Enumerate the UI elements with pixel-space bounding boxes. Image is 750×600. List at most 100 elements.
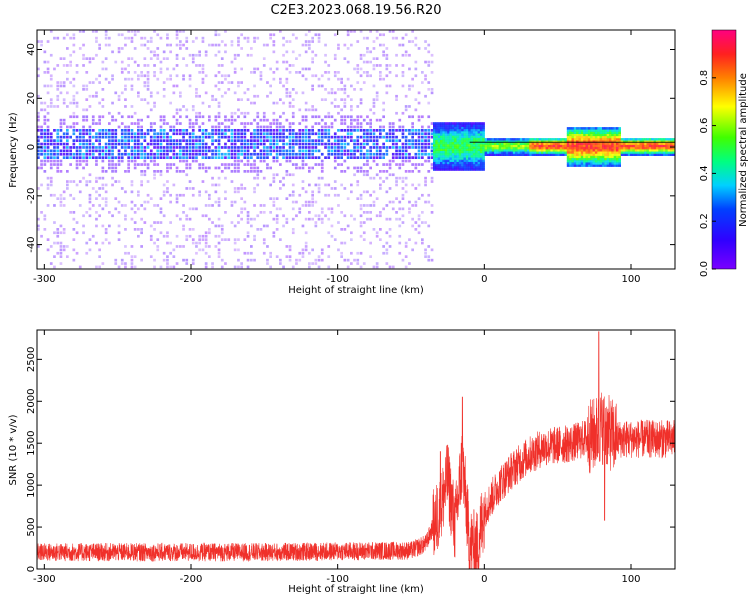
spectrogram-cell	[220, 163, 224, 166]
spectrogram-cell	[156, 142, 160, 146]
spectrogram-cell	[359, 149, 363, 153]
spectrogram-cell	[401, 159, 405, 163]
spectrogram-cell	[566, 133, 570, 137]
spectrogram-cell	[559, 153, 563, 156]
spectrogram-cell	[314, 146, 318, 149]
spectrogram-cell	[98, 156, 101, 159]
spectrogram-cell	[451, 137, 455, 141]
spectrogram-cell	[191, 207, 195, 211]
spectrogram-cell	[449, 168, 452, 171]
spectrogram-cell	[201, 64, 205, 67]
spectrogram-cell	[634, 138, 638, 141]
spectrogram-cell	[140, 173, 143, 177]
spectrogram-cell	[421, 71, 424, 74]
spectrogram-cell	[66, 71, 69, 74]
spectrogram-cell	[398, 200, 402, 204]
spectrogram-cell	[324, 132, 327, 136]
spectrogram-cell	[526, 151, 530, 154]
spectrogram-cell	[240, 197, 243, 200]
spectrogram-cells	[37, 30, 675, 269]
spectrogram-cell	[557, 144, 560, 148]
spectrogram-cell	[153, 159, 156, 163]
spectrogram-cell	[369, 166, 372, 170]
spectrogram-xtick-label: -200	[180, 274, 203, 285]
spectrogram-cell	[237, 221, 240, 224]
spectrogram-cell	[127, 30, 130, 33]
spectrogram-cell	[211, 176, 214, 180]
spectrogram-cell	[604, 149, 607, 152]
spectrogram-cell	[435, 126, 438, 130]
spectrogram-cell	[49, 163, 53, 166]
spectrogram-cell	[130, 40, 134, 43]
spectrogram-cell	[540, 140, 544, 143]
spectrogram-cell	[576, 127, 579, 130]
spectrogram-cell	[634, 151, 638, 154]
spectrogram-cell	[599, 140, 603, 143]
spectrogram-cell	[288, 132, 292, 136]
spectrogram-cell	[444, 146, 448, 149]
spectrogram-cell	[204, 135, 208, 139]
spectrogram-cell	[317, 129, 321, 132]
spectrogram-cell	[458, 133, 462, 136]
spectrogram-cell	[40, 159, 43, 163]
spectrogram-cell	[317, 40, 321, 43]
spectrogram-cell	[143, 132, 147, 136]
spectrogram-cell	[185, 234, 189, 238]
spectrogram-cell	[385, 132, 389, 136]
spectrogram-cell	[337, 43, 340, 47]
spectrogram-cell	[237, 258, 240, 262]
spectrogram-xlabel: Height of straight line (km)	[288, 285, 424, 296]
spectrogram-cell	[440, 122, 443, 125]
spectrogram-cell	[266, 149, 269, 153]
spectrogram-cell	[324, 156, 327, 159]
spectrogram-cell	[414, 67, 418, 71]
spectrogram-cell	[327, 139, 331, 142]
spectrogram-cell	[220, 258, 224, 262]
spectrogram-ytick-label: 0	[26, 144, 37, 150]
spectrogram-cell	[543, 146, 546, 150]
spectrogram-cell	[149, 224, 153, 228]
spectrogram-cell	[510, 151, 513, 154]
spectrogram-cell	[162, 251, 166, 255]
spectrogram-cell	[519, 151, 523, 154]
spectrogram-cell	[269, 183, 272, 187]
spectrogram-cell	[512, 151, 516, 154]
spectrogram-cell	[56, 152, 60, 156]
spectrogram-cell	[250, 152, 253, 156]
spectrogram-cell	[665, 146, 668, 150]
spectrogram-cell	[233, 156, 237, 159]
spectrogram-cell	[569, 157, 572, 161]
spectrogram-cell	[159, 221, 163, 224]
spectrogram-cell	[417, 224, 421, 228]
spectrogram-cell	[472, 152, 476, 156]
spectrogram-cell	[291, 142, 295, 146]
spectrogram-cell	[124, 129, 127, 132]
spectrogram-cell	[114, 60, 118, 64]
spectrogram-cell	[198, 142, 201, 146]
spectrogram-cell	[275, 159, 279, 163]
spectrogram-cell	[620, 142, 624, 145]
spectrogram-cell	[651, 142, 654, 145]
spectrogram-cell	[224, 152, 227, 156]
spectrogram-cell	[208, 255, 211, 258]
spectrogram-cell	[246, 36, 250, 40]
spectrogram-cell	[604, 153, 607, 156]
spectrogram-cell	[340, 152, 343, 156]
spectrogram-cell	[217, 111, 221, 115]
spectrogram-cell	[411, 146, 414, 149]
spectrogram-cell	[433, 161, 436, 165]
spectrogram-cell	[566, 162, 570, 165]
spectrogram-cell	[311, 139, 314, 142]
spectrogram-cell	[179, 146, 182, 149]
spectrogram-cell	[185, 115, 189, 119]
spectrogram-cell	[382, 135, 385, 139]
spectrogram-cell	[594, 160, 598, 163]
spectrogram-cell	[356, 81, 360, 84]
spectrogram-cell	[599, 129, 603, 132]
spectrogram-cell	[583, 162, 586, 165]
spectrogram-cell	[634, 142, 638, 145]
spectrogram-cell	[458, 135, 462, 138]
spectrogram-cell	[95, 94, 98, 98]
spectrogram-cell	[463, 126, 467, 130]
spectrogram-cell	[458, 163, 462, 167]
